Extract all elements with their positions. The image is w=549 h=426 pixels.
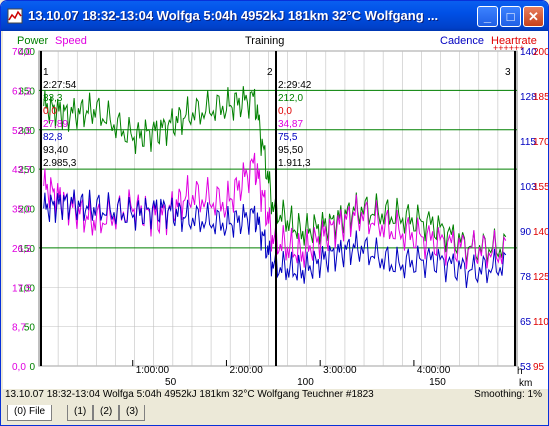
time-tick-label: 3:00:00	[323, 365, 357, 376]
heartrate-axis-title: Heartrate	[491, 35, 537, 47]
cadence-series-line	[43, 189, 507, 288]
heartrate-tick-labels: 200 185 170 155 140 125 110 95	[533, 47, 548, 373]
title-bar[interactable]: 13.10.07 18:32-13:04 Wolfga 5:04h 4952kJ…	[1, 1, 548, 31]
cadence-axis-title: Cadence	[440, 35, 484, 47]
time-axis-unit: h	[517, 366, 523, 377]
tick-label: 61,2	[12, 86, 32, 97]
tick-label: 0	[29, 362, 35, 373]
km-tick-label: 50	[165, 377, 177, 388]
tab-1[interactable]: (1)	[67, 405, 94, 421]
tick-label: 140	[520, 47, 537, 58]
lap-1-values: 2:27:54 33,3 0,0 27,89 82,8 93,40 2.985,3	[43, 80, 77, 169]
km-tick-labels: 50 100 150	[165, 377, 446, 388]
tick-label: 140	[533, 227, 548, 238]
speed-series-line	[43, 152, 507, 270]
lap-1-label: 1	[43, 67, 49, 78]
tick-label: 200	[533, 47, 548, 58]
tick-label: 43,7	[12, 165, 32, 176]
time-tick-label: 4:00:00	[417, 365, 451, 376]
lap-value: 27,89	[43, 119, 68, 130]
tick-label: 150	[18, 244, 35, 255]
tick-label: 95	[533, 362, 545, 373]
lap-value: 2:27:54	[43, 80, 77, 91]
tick-label: 90	[520, 227, 532, 238]
tick-label: 0,0	[12, 362, 26, 373]
chart-title: Training	[245, 35, 284, 47]
lap-2-label: 2	[267, 67, 273, 78]
speed-tick-labels: 70,0 61,2 52,5 43,7 35,0 26,2 17,5 8,7 0,0	[12, 47, 32, 373]
km-axis-unit: km	[519, 378, 532, 389]
cadence-tick-labels: 140 128 115 103 90 78 65 53	[520, 47, 537, 373]
lap-value: 2:29:42	[278, 80, 312, 91]
app-icon	[7, 8, 23, 24]
km-tick-label: 150	[429, 377, 446, 388]
lap-value: 2.985,3	[43, 158, 77, 169]
power-axis-title: Power	[17, 35, 49, 47]
tick-label: 8,7	[12, 323, 26, 334]
speed-axis-title: Speed	[55, 35, 87, 47]
lap-value: 212,0	[278, 93, 303, 104]
tick-label: 170	[533, 137, 548, 148]
lap-value: 33,3	[43, 93, 63, 104]
tick-label: 250	[18, 165, 35, 176]
close-button[interactable]: ✕	[523, 6, 544, 27]
lap-value: 0,0	[278, 106, 292, 117]
tick-label: 50	[24, 323, 36, 334]
lap-value: 95,50	[278, 145, 303, 156]
tick-label: 65	[520, 317, 532, 328]
maximize-button[interactable]: □	[500, 6, 521, 27]
tick-label: 35,0	[12, 205, 32, 216]
status-text: 13.10.07 18:32-13:04 Wolfga 5:04h 4952kJ…	[5, 389, 374, 400]
tick-label: 300	[18, 126, 35, 137]
tab-3[interactable]: (3)	[119, 405, 146, 421]
chart-svg: Power Speed Training Cadence Heartrate +…	[12, 35, 548, 389]
tick-label: 26,2	[12, 244, 32, 255]
lap-value: 93,40	[43, 145, 68, 156]
status-bar: 13.10.07 18:32-13:04 Wolfga 5:04h 4952kJ…	[3, 389, 548, 402]
heartrate-marks: ++++++	[493, 43, 525, 53]
tab-bar: (0) File (1) (2) (3)	[3, 404, 548, 424]
power-series-line	[43, 86, 507, 264]
training-chart[interactable]: Power Speed Training Cadence Heartrate +…	[3, 31, 548, 401]
time-tick-label: 2:00:00	[229, 365, 263, 376]
tick-label: 350	[18, 86, 35, 97]
lap-value: 75,5	[278, 132, 298, 143]
tick-label: 185	[533, 92, 548, 103]
tick-label: 115	[520, 137, 536, 148]
tick-label: 103	[520, 182, 537, 193]
tab-2[interactable]: (2)	[93, 405, 120, 421]
tick-label: 17,5	[12, 283, 32, 294]
time-tick-label: 1:00:00	[136, 365, 170, 376]
tick-label: 78	[520, 272, 532, 283]
lap-value: 1.911,3	[278, 158, 311, 169]
tick-label: 52,5	[12, 126, 32, 137]
lap-2-values: 2:29:42 212,0 0,0 34,87 75,5 95,50 1.911,3	[278, 80, 312, 169]
tick-label: 400	[18, 47, 35, 58]
minimize-button[interactable]: _	[477, 6, 498, 27]
smoothing-readout: Smoothing: 1%	[474, 389, 542, 400]
tick-label: 125	[533, 272, 548, 283]
power-tick-labels: 400 350 300 250 200 150 100 50 0	[18, 47, 35, 373]
tick-label: 200	[18, 205, 35, 216]
tick-label: 53	[520, 362, 532, 373]
lap-3-label: 3	[505, 67, 511, 78]
tab-file[interactable]: (0) File	[7, 405, 53, 421]
window-title: 13.10.07 18:32-13:04 Wolfga 5:04h 4952kJ…	[28, 8, 439, 23]
tick-label: 110	[533, 317, 548, 328]
lap-value: 0,0	[43, 106, 57, 117]
km-tick-label: 100	[297, 377, 314, 388]
lap-value: 82,8	[43, 132, 63, 143]
tick-label: 100	[18, 283, 35, 294]
time-tick-labels: 1:00:00 2:00:00 3:00:00 4:00:00	[132, 360, 451, 376]
tick-label: 70,0	[12, 47, 32, 58]
tick-label: 155	[533, 182, 548, 193]
lap-value: 34,87	[278, 119, 303, 130]
tick-label: 128	[520, 92, 537, 103]
